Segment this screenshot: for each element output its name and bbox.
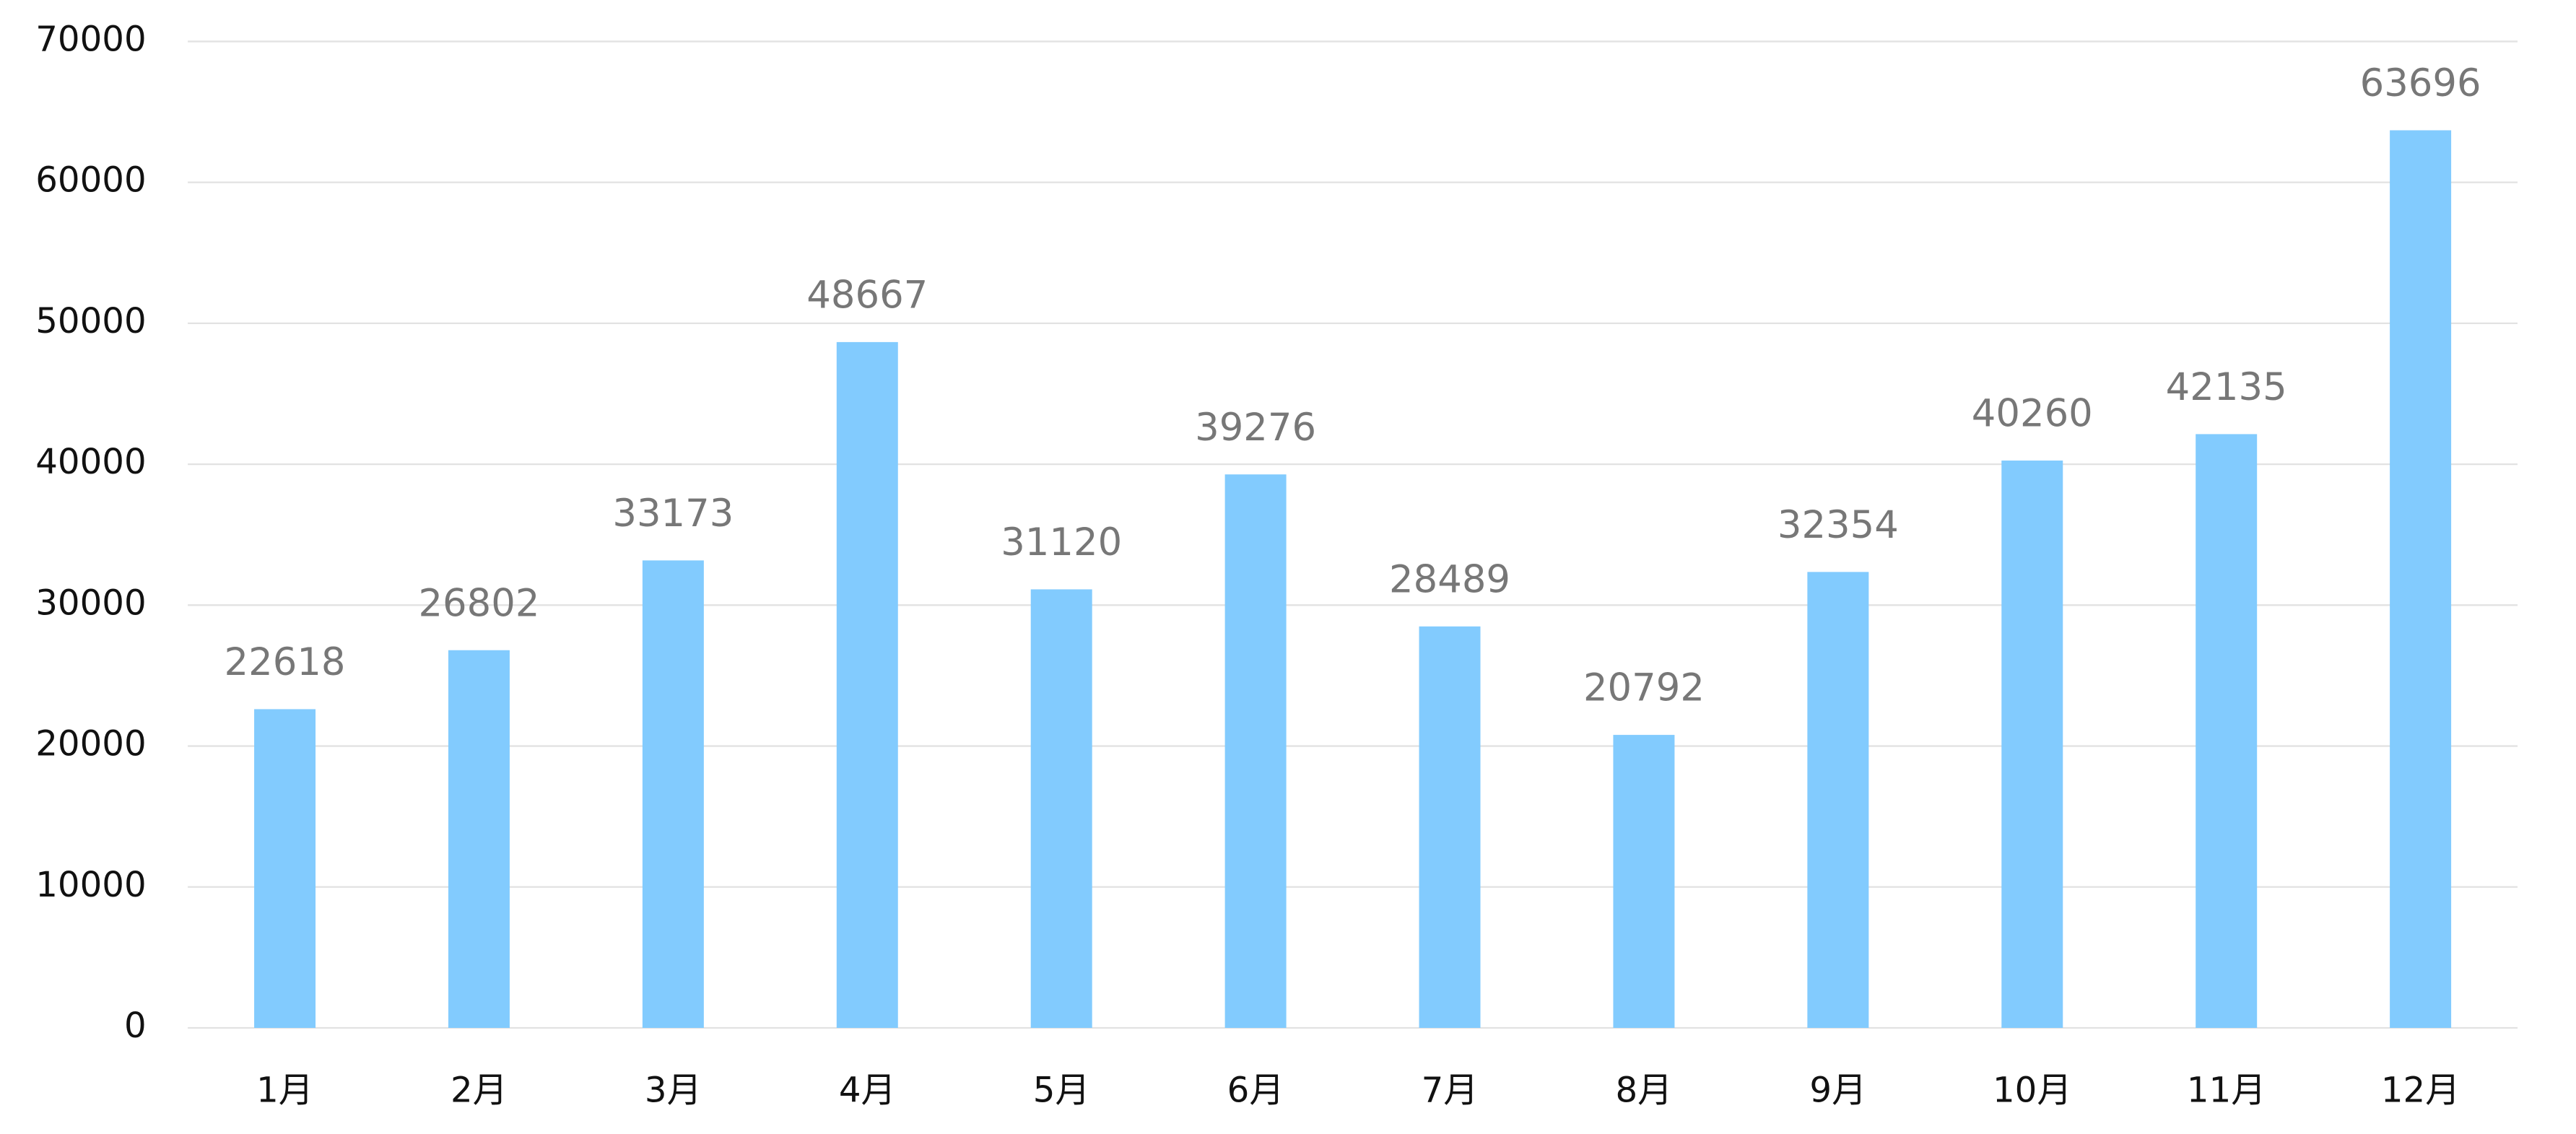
bar: [642, 560, 704, 1029]
value-label: 40260: [1972, 392, 2093, 436]
x-tick-label: 3月: [645, 1070, 702, 1111]
x-tick-label: 9月: [1809, 1070, 1866, 1111]
value-label: 63696: [2360, 61, 2481, 105]
value-label: 28489: [1389, 557, 1510, 601]
value-label: 48667: [806, 274, 928, 318]
x-tick-label: 10月: [1993, 1070, 2072, 1111]
y-tick-label: 20000: [35, 724, 146, 764]
value-label: 33173: [612, 492, 734, 536]
bar: [1613, 735, 1675, 1029]
y-tick-label: 70000: [35, 19, 146, 59]
bar: [1224, 474, 1287, 1029]
value-label: 32354: [1777, 503, 1899, 547]
bar: [2196, 434, 2258, 1029]
x-tick-label: 6月: [1227, 1070, 1284, 1111]
value-label: 42135: [2166, 365, 2287, 409]
x-tick-label: 11月: [2187, 1070, 2266, 1111]
x-tick-label: 5月: [1033, 1070, 1090, 1111]
value-label: 20792: [1583, 666, 1705, 710]
bar: [2001, 461, 2063, 1029]
y-tick-label: 60000: [35, 160, 146, 201]
y-tick-label: 30000: [35, 583, 146, 623]
x-tick-label: 7月: [1422, 1070, 1479, 1111]
x-tick-label: 8月: [1615, 1070, 1672, 1111]
bar: [2390, 130, 2452, 1029]
bar: [254, 709, 316, 1029]
y-tick-label: 50000: [35, 301, 146, 341]
bar: [448, 650, 510, 1029]
y-tick-label: 10000: [35, 865, 146, 905]
value-label: 31120: [1001, 520, 1122, 564]
bar: [1030, 589, 1092, 1029]
x-tick-label: 1月: [256, 1070, 313, 1111]
x-tick-label: 2月: [451, 1070, 508, 1111]
value-label: 39276: [1195, 406, 1316, 450]
value-label: 22618: [225, 640, 346, 684]
y-tick-label: 0: [124, 1006, 147, 1046]
bar: [836, 341, 898, 1029]
bar: [1419, 626, 1481, 1029]
y-tick-label: 40000: [35, 442, 146, 482]
value-label: 26802: [418, 581, 539, 625]
x-tick-label: 4月: [839, 1070, 896, 1111]
bar: [1807, 572, 1869, 1029]
x-tick-label: 12月: [2381, 1070, 2460, 1111]
